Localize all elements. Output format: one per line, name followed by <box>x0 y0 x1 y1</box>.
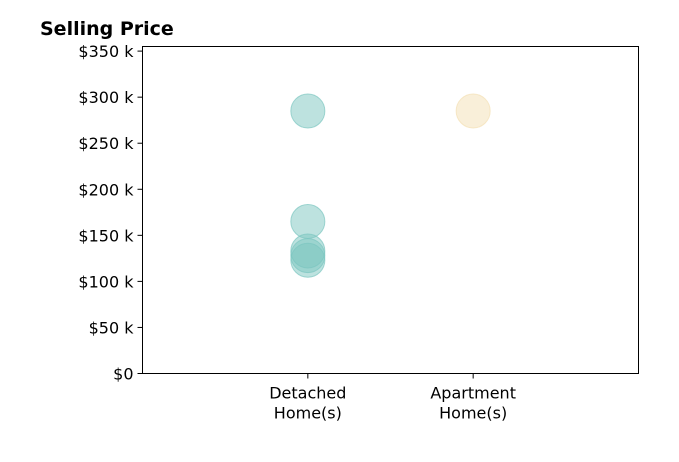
y-tick-label: $150 k <box>78 226 134 245</box>
y-tick-label: $250 k <box>78 134 134 153</box>
y-tick-label: $300 k <box>78 88 134 107</box>
y-tick-label: $350 k <box>78 42 134 61</box>
chart-title: Selling Price <box>40 18 174 40</box>
data-point <box>290 93 326 129</box>
plot-frame <box>142 46 639 374</box>
y-tick-label: $200 k <box>78 180 134 199</box>
data-point <box>290 242 326 278</box>
x-tick-label: Apartment Home(s) <box>430 384 516 423</box>
x-tick-label: Detached Home(s) <box>269 384 346 423</box>
data-points <box>290 93 491 278</box>
data-point <box>455 93 491 129</box>
y-axis: $0 $50 k $100 k $150 k $200 k $250 k $300 k $35… <box>78 42 143 384</box>
y-tick-label: $0 <box>113 365 133 384</box>
data-point <box>290 204 326 240</box>
x-axis: Detached Home(s) Apartment Home(s) <box>269 373 516 423</box>
y-tick-label: $50 k <box>89 318 135 337</box>
y-tick-label: $100 k <box>78 272 134 291</box>
